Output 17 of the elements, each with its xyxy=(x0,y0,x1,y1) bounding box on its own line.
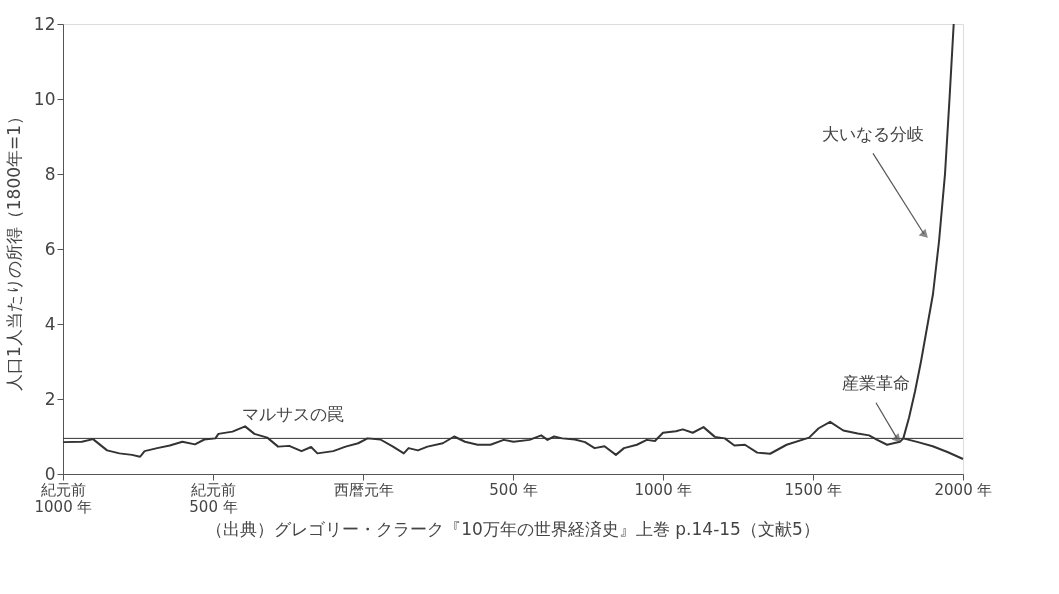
x-tick-label: 2000 年 xyxy=(934,480,993,499)
y-tick-label: 12 xyxy=(33,13,56,34)
y-tick-label: 6 xyxy=(44,238,56,259)
y-tick-label: 2 xyxy=(44,388,56,409)
x-tick-label: 西暦元年 xyxy=(333,480,394,499)
x-tick-label: 500 年 xyxy=(489,480,538,499)
annotation: マルサスの罠 xyxy=(242,404,344,424)
y-tick-label: 4 xyxy=(44,313,56,334)
annotation: 産業革命 xyxy=(842,373,910,394)
x-tick-label: 1500 年 xyxy=(784,480,843,499)
x-tick-label: 紀元前 500 年 xyxy=(189,480,238,516)
y-tick-label: 8 xyxy=(44,163,56,184)
x-tick-label: 1000 年 xyxy=(634,480,693,499)
y-axis-title: 人口1人当たりの所得（1800年=1） xyxy=(3,107,24,392)
y-tick-label: 10 xyxy=(33,88,56,109)
text: （出典）グレゴリー・クラーク『10万年の世界経済史』上巻 p.14-15（文献5） xyxy=(206,519,820,539)
annotation: 大いなる分岐 xyxy=(822,124,924,144)
